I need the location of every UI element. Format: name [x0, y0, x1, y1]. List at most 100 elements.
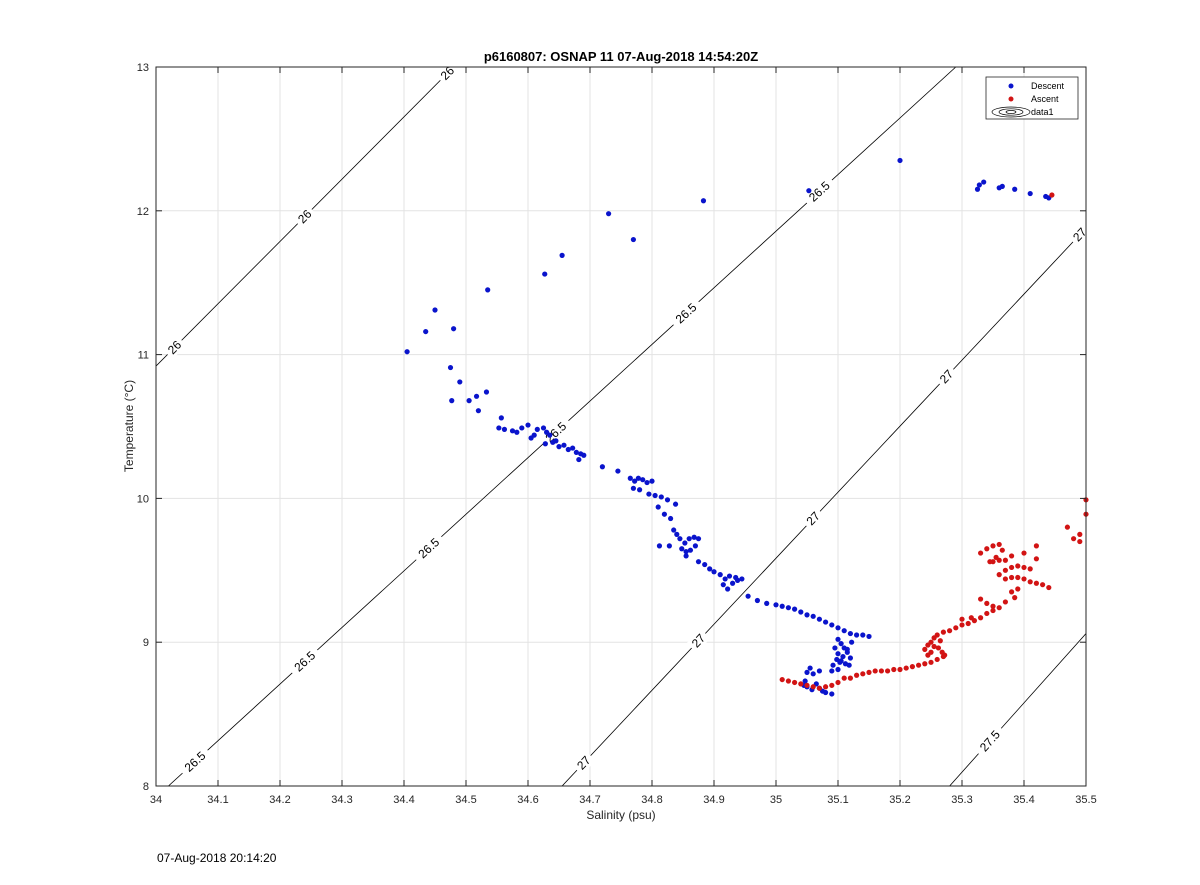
descent-point	[798, 609, 804, 615]
grid	[155, 66, 1087, 787]
ascent-point	[990, 543, 996, 549]
descent-point	[810, 613, 816, 619]
legend-label-ascent: Ascent	[1031, 94, 1059, 104]
descent-point	[630, 236, 637, 243]
descent-point	[854, 632, 860, 638]
descent-point	[996, 185, 1002, 191]
descent-point	[627, 475, 633, 481]
x-tick-label: 34	[150, 794, 162, 806]
ascent-point	[804, 682, 810, 688]
ascent-point	[903, 665, 909, 671]
descent-point	[739, 576, 745, 582]
descent-point	[754, 597, 761, 604]
descent-point	[540, 425, 547, 431]
descent-point	[528, 435, 534, 441]
ascent-point	[909, 664, 916, 670]
y-axis-label: Temperature (°C)	[122, 380, 136, 472]
descent-point	[785, 605, 792, 611]
ascent-point	[996, 572, 1002, 578]
descent-point	[745, 593, 751, 599]
x-tick-label: 34.4	[393, 794, 414, 806]
descent-point	[691, 534, 697, 540]
descent-point	[559, 252, 565, 258]
contour-label-bg	[668, 296, 704, 330]
descent-point	[1043, 193, 1049, 200]
descent-point	[423, 328, 429, 335]
descent-point	[816, 668, 823, 674]
descent-point	[658, 494, 664, 500]
ascent-point	[922, 661, 928, 667]
descent-point	[687, 547, 694, 553]
descent-point	[501, 426, 508, 432]
descent-point	[841, 628, 847, 634]
ascent-point	[940, 629, 947, 635]
descent-point	[661, 511, 668, 517]
ascent-point	[810, 684, 816, 690]
descent-point	[485, 287, 491, 293]
descent-point	[847, 655, 854, 661]
descent-point	[447, 364, 454, 371]
descent-point	[835, 651, 841, 657]
descent-point	[652, 492, 658, 499]
ascent-point	[1033, 556, 1039, 562]
ascent-point	[959, 616, 965, 622]
ascent-point	[1021, 550, 1027, 556]
descent-point	[804, 669, 810, 675]
contour-icon	[991, 106, 1031, 118]
ascent-point	[823, 684, 829, 690]
ascent-point	[866, 669, 872, 675]
contour-lines	[156, 67, 1086, 786]
ascent-point	[984, 600, 990, 606]
x-tick-label: 34.9	[703, 794, 724, 806]
plot-frame	[155, 66, 1087, 787]
contour-label-bg	[287, 644, 323, 679]
descent-point	[722, 576, 728, 582]
descent-point	[835, 666, 841, 673]
descent-point	[720, 582, 726, 588]
descent-point	[897, 157, 903, 164]
descent-point	[846, 662, 852, 668]
descent-point	[525, 422, 531, 428]
ascent-point	[1015, 574, 1021, 581]
descent-point	[457, 379, 463, 385]
ascent-point	[1064, 524, 1070, 530]
descent-point	[656, 543, 663, 549]
descent-point	[649, 478, 655, 484]
ascent-point	[860, 671, 866, 677]
descent-point	[835, 625, 841, 631]
descent-point	[576, 456, 582, 463]
descent-point	[838, 641, 844, 647]
contour-label: 26.5	[287, 644, 323, 679]
contour-label: 26	[292, 204, 317, 229]
descent-point	[677, 536, 683, 542]
ascent-point	[959, 622, 965, 628]
contour-label-bg	[801, 506, 826, 531]
contour-label: 27	[934, 364, 959, 389]
descent-point	[702, 561, 708, 568]
x-tick-label: 34.1	[207, 794, 228, 806]
x-tick-label: 34.5	[455, 794, 476, 806]
x-tick-label: 34.7	[579, 794, 600, 806]
contour-label-bg	[162, 335, 187, 360]
ascent-point	[984, 546, 990, 552]
descent-point	[542, 441, 548, 447]
contour-label: 26	[162, 335, 187, 360]
descent-point	[432, 307, 438, 313]
isopycnal-line-27	[561, 227, 1086, 786]
ascent-point	[785, 678, 792, 684]
ascent-point	[878, 668, 885, 674]
ascent-point	[1009, 589, 1015, 595]
descent-point	[726, 573, 733, 579]
ascent-point	[993, 554, 999, 560]
y-tick-label: 9	[143, 637, 149, 649]
descent-point	[823, 689, 829, 696]
contour-label-bg	[802, 174, 837, 209]
descent-point	[534, 426, 540, 432]
ascent-point	[1027, 579, 1033, 585]
descent-point	[483, 389, 490, 395]
descent-point	[519, 425, 525, 431]
descent-point	[514, 429, 520, 435]
descent-point	[695, 559, 702, 565]
descent-point	[671, 527, 677, 533]
ascent-point	[841, 675, 847, 681]
